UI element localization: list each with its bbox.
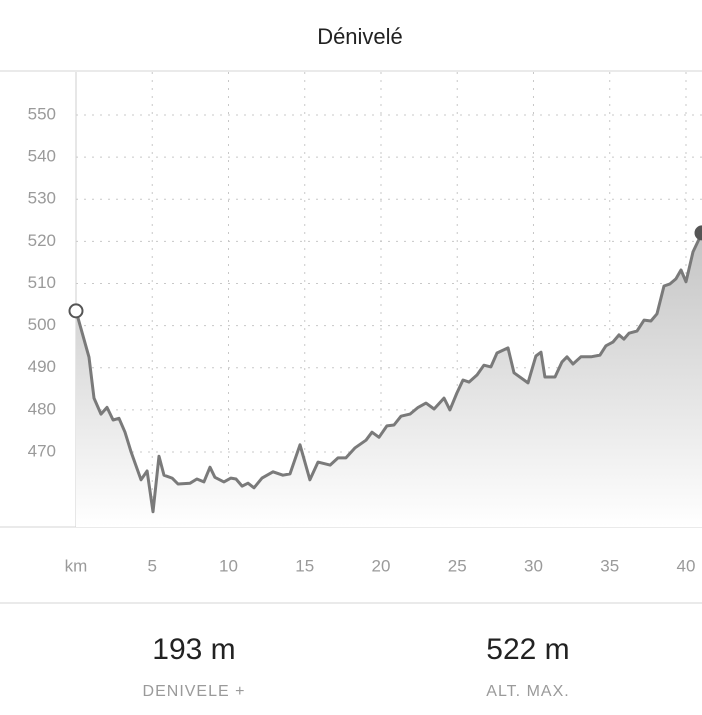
y-tick-label: 540 bbox=[28, 147, 56, 166]
y-tick-label: 550 bbox=[28, 104, 56, 123]
title: Dénivelé bbox=[317, 24, 403, 49]
y-tick-label: 480 bbox=[28, 399, 56, 418]
x-tick-label: 35 bbox=[600, 556, 619, 575]
x-tick-label: 20 bbox=[372, 556, 391, 575]
stat-label: ALT. MAX. bbox=[486, 683, 569, 700]
stat-value: 193 m bbox=[152, 633, 235, 666]
x-tick-label: 15 bbox=[295, 556, 314, 575]
x-tick-label: km bbox=[65, 556, 88, 575]
x-tick-label: 5 bbox=[148, 556, 157, 575]
y-tick-label: 510 bbox=[28, 273, 56, 292]
stat-value: 522 m bbox=[486, 633, 569, 666]
stat-label: DENIVELE + bbox=[143, 683, 246, 700]
y-tick-label: 520 bbox=[28, 231, 56, 250]
elevation-line bbox=[74, 232, 702, 514]
area-fill bbox=[76, 232, 702, 527]
y-tick-label: 470 bbox=[28, 441, 56, 460]
end-marker bbox=[694, 225, 702, 241]
y-tick-label: 500 bbox=[28, 315, 56, 334]
x-tick-label: 25 bbox=[448, 556, 467, 575]
y-tick-label: 530 bbox=[28, 189, 56, 208]
start-marker bbox=[68, 303, 84, 319]
x-tick-label: 10 bbox=[219, 556, 238, 575]
x-tick-label: 30 bbox=[524, 556, 543, 575]
y-tick-label: 490 bbox=[28, 357, 56, 376]
x-tick-label: 40 bbox=[677, 556, 696, 575]
